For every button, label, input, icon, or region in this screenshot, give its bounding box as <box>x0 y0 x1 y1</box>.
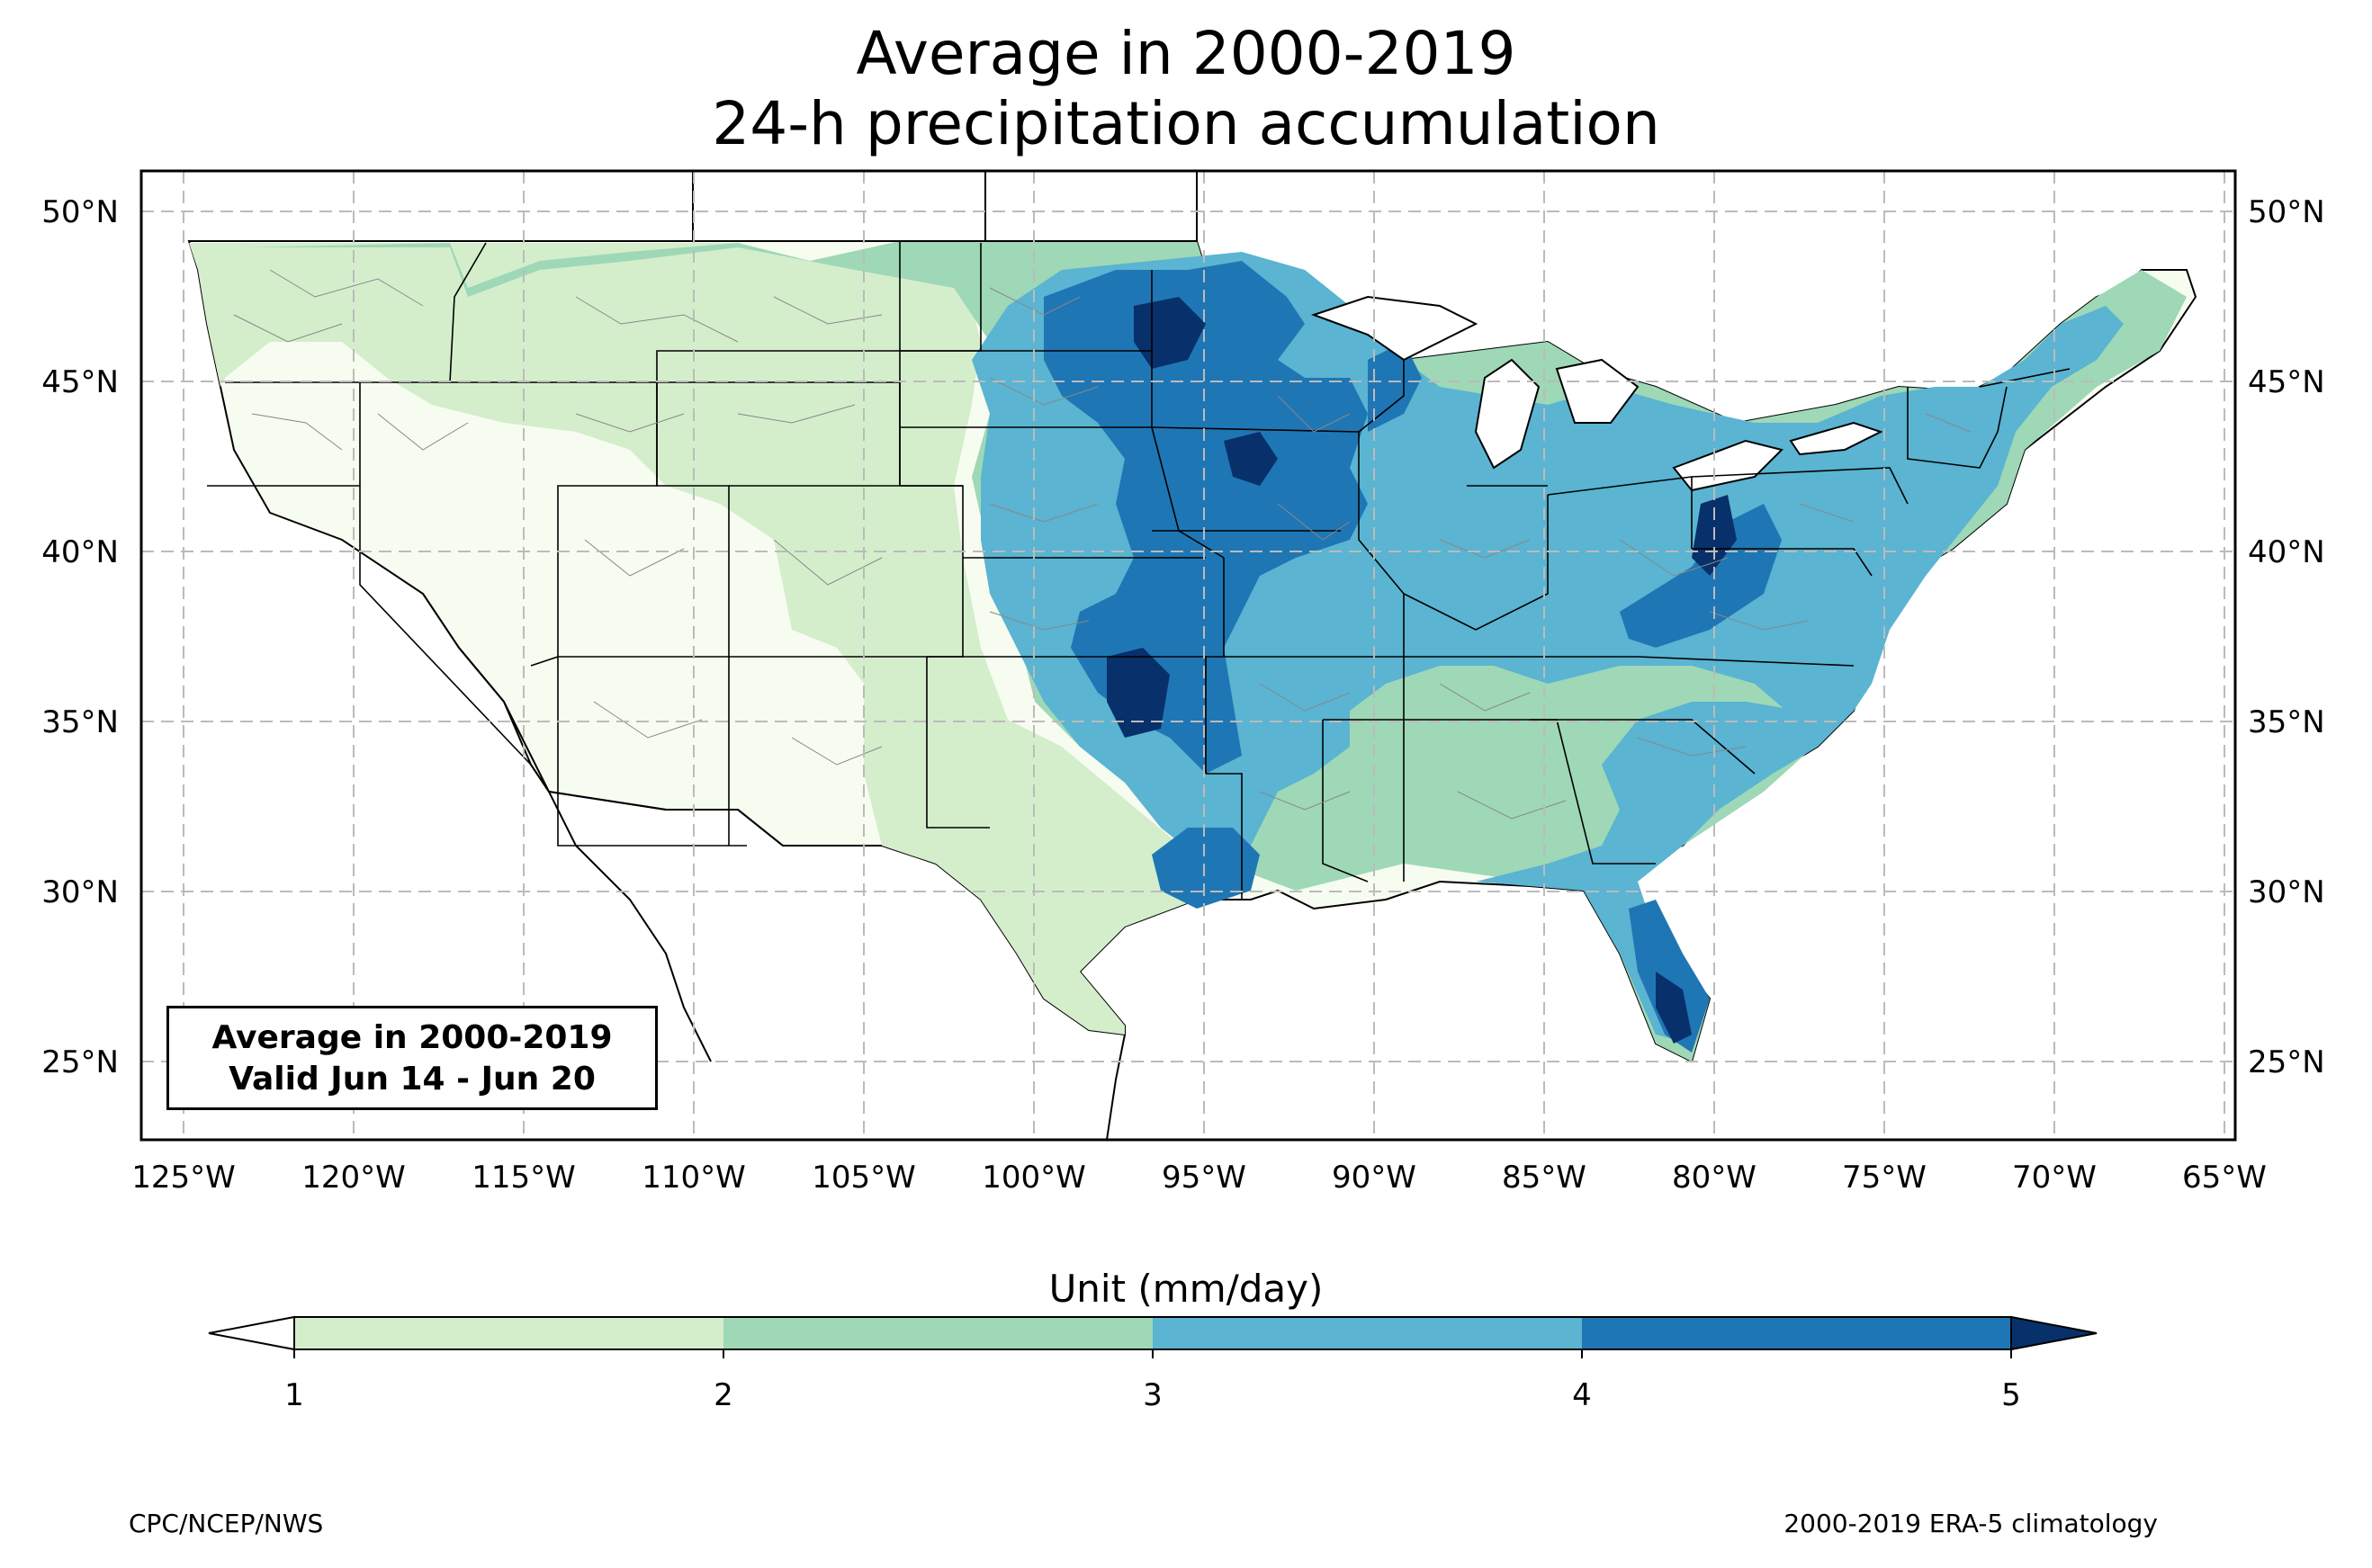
colorbar-tick-label: 4 <box>1572 1377 1592 1413</box>
lat-label: 35°N <box>41 704 119 740</box>
precip-band-4-5-florida <box>1629 900 1710 1053</box>
valid-period-line-2: Valid Jun 14 - Jun 20 <box>229 1061 596 1098</box>
colorbar-tick-label: 5 <box>2001 1377 2021 1413</box>
precip-band-1-2 <box>189 243 1224 1035</box>
lon-label: 95°W <box>1162 1160 1246 1196</box>
precip-band-4-5-ohio <box>1368 342 1422 432</box>
footer-climatology: 2000-2019 ERA-5 climatology <box>1783 1509 2158 1538</box>
valid-period-box: Average in 2000-2019 Valid Jun 14 - Jun … <box>166 1006 658 1110</box>
colorbar-segment-2-3 <box>723 1317 1153 1349</box>
map-border <box>139 169 2237 1142</box>
colorbar-tick-label: 3 <box>1143 1377 1163 1413</box>
map-title-line-2: 24-h precipitation accumulation <box>712 89 1660 158</box>
lat-label: 25°N <box>2248 1044 2325 1080</box>
colorbar-title: Unit (mm/day) <box>1048 1267 1324 1311</box>
lat-label: 50°N <box>41 194 119 230</box>
canada-border <box>189 171 1198 242</box>
lon-label: 120°W <box>301 1160 406 1196</box>
precip-core-above-5-oklahoma <box>1107 648 1170 738</box>
lat-label: 30°N <box>2248 874 2325 910</box>
lon-label: 70°W <box>2012 1160 2097 1196</box>
colorbar-extend-high <box>2010 1315 2098 1351</box>
lat-label: 50°N <box>2248 194 2325 230</box>
great-lakes <box>1310 295 1883 492</box>
lon-label: 125°W <box>131 1160 236 1196</box>
precip-band-4-5-appalachia <box>1620 504 1782 648</box>
lat-labels-right: 25°N 30°N 35°N 40°N 45°N 50°N <box>2248 194 2325 1080</box>
lon-labels: 125°W 120°W 115°W 110°W 105°W 100°W 95°W… <box>131 1160 2267 1196</box>
map-title-line-1: Average in 2000-2019 <box>856 19 1516 88</box>
footer-source: CPC/NCEP/NWS <box>129 1509 324 1538</box>
valid-period-line-1: Average in 2000-2019 <box>211 1019 613 1056</box>
lat-label: 45°N <box>2248 364 2325 400</box>
colorbar-segment-4-5 <box>1582 1317 2011 1349</box>
lon-label: 115°W <box>472 1160 576 1196</box>
precip-core-above-5-iowa <box>1224 432 1278 486</box>
county-boundaries <box>233 269 1972 820</box>
lat-label: 35°N <box>2248 704 2325 740</box>
colorbar: 1 2 3 4 5 <box>208 1315 2098 1413</box>
colorbar-segment-3-4 <box>1153 1317 1582 1349</box>
lat-label: 25°N <box>41 1044 119 1080</box>
lon-label: 110°W <box>642 1160 746 1196</box>
lat-label: 45°N <box>41 364 119 400</box>
lat-label: 30°N <box>41 874 119 910</box>
lat-labels-left: 25°N 30°N 35°N 40°N 45°N 50°N <box>41 194 119 1080</box>
map-frame-content <box>141 171 2235 1140</box>
lon-label: 100°W <box>982 1160 1086 1196</box>
lat-label: 40°N <box>2248 534 2325 570</box>
lon-label: 65°W <box>2182 1160 2267 1196</box>
colorbar-tick-label: 2 <box>714 1377 733 1413</box>
colorbar-tick-label: 1 <box>284 1377 304 1413</box>
precip-core-above-5-florida <box>1656 972 1692 1044</box>
lon-label: 85°W <box>1502 1160 1586 1196</box>
lat-label: 40°N <box>41 534 119 570</box>
lon-label: 80°W <box>1672 1160 1757 1196</box>
lon-label: 75°W <box>1842 1160 1927 1196</box>
lon-label: 90°W <box>1332 1160 1416 1196</box>
colorbar-segment-1-2 <box>294 1317 723 1349</box>
colorbar-extend-low <box>208 1315 295 1351</box>
lon-label: 105°W <box>812 1160 916 1196</box>
precip-band-4-5-louisiana <box>1152 828 1260 909</box>
precip-band-4-5-midwest <box>1044 261 1368 774</box>
